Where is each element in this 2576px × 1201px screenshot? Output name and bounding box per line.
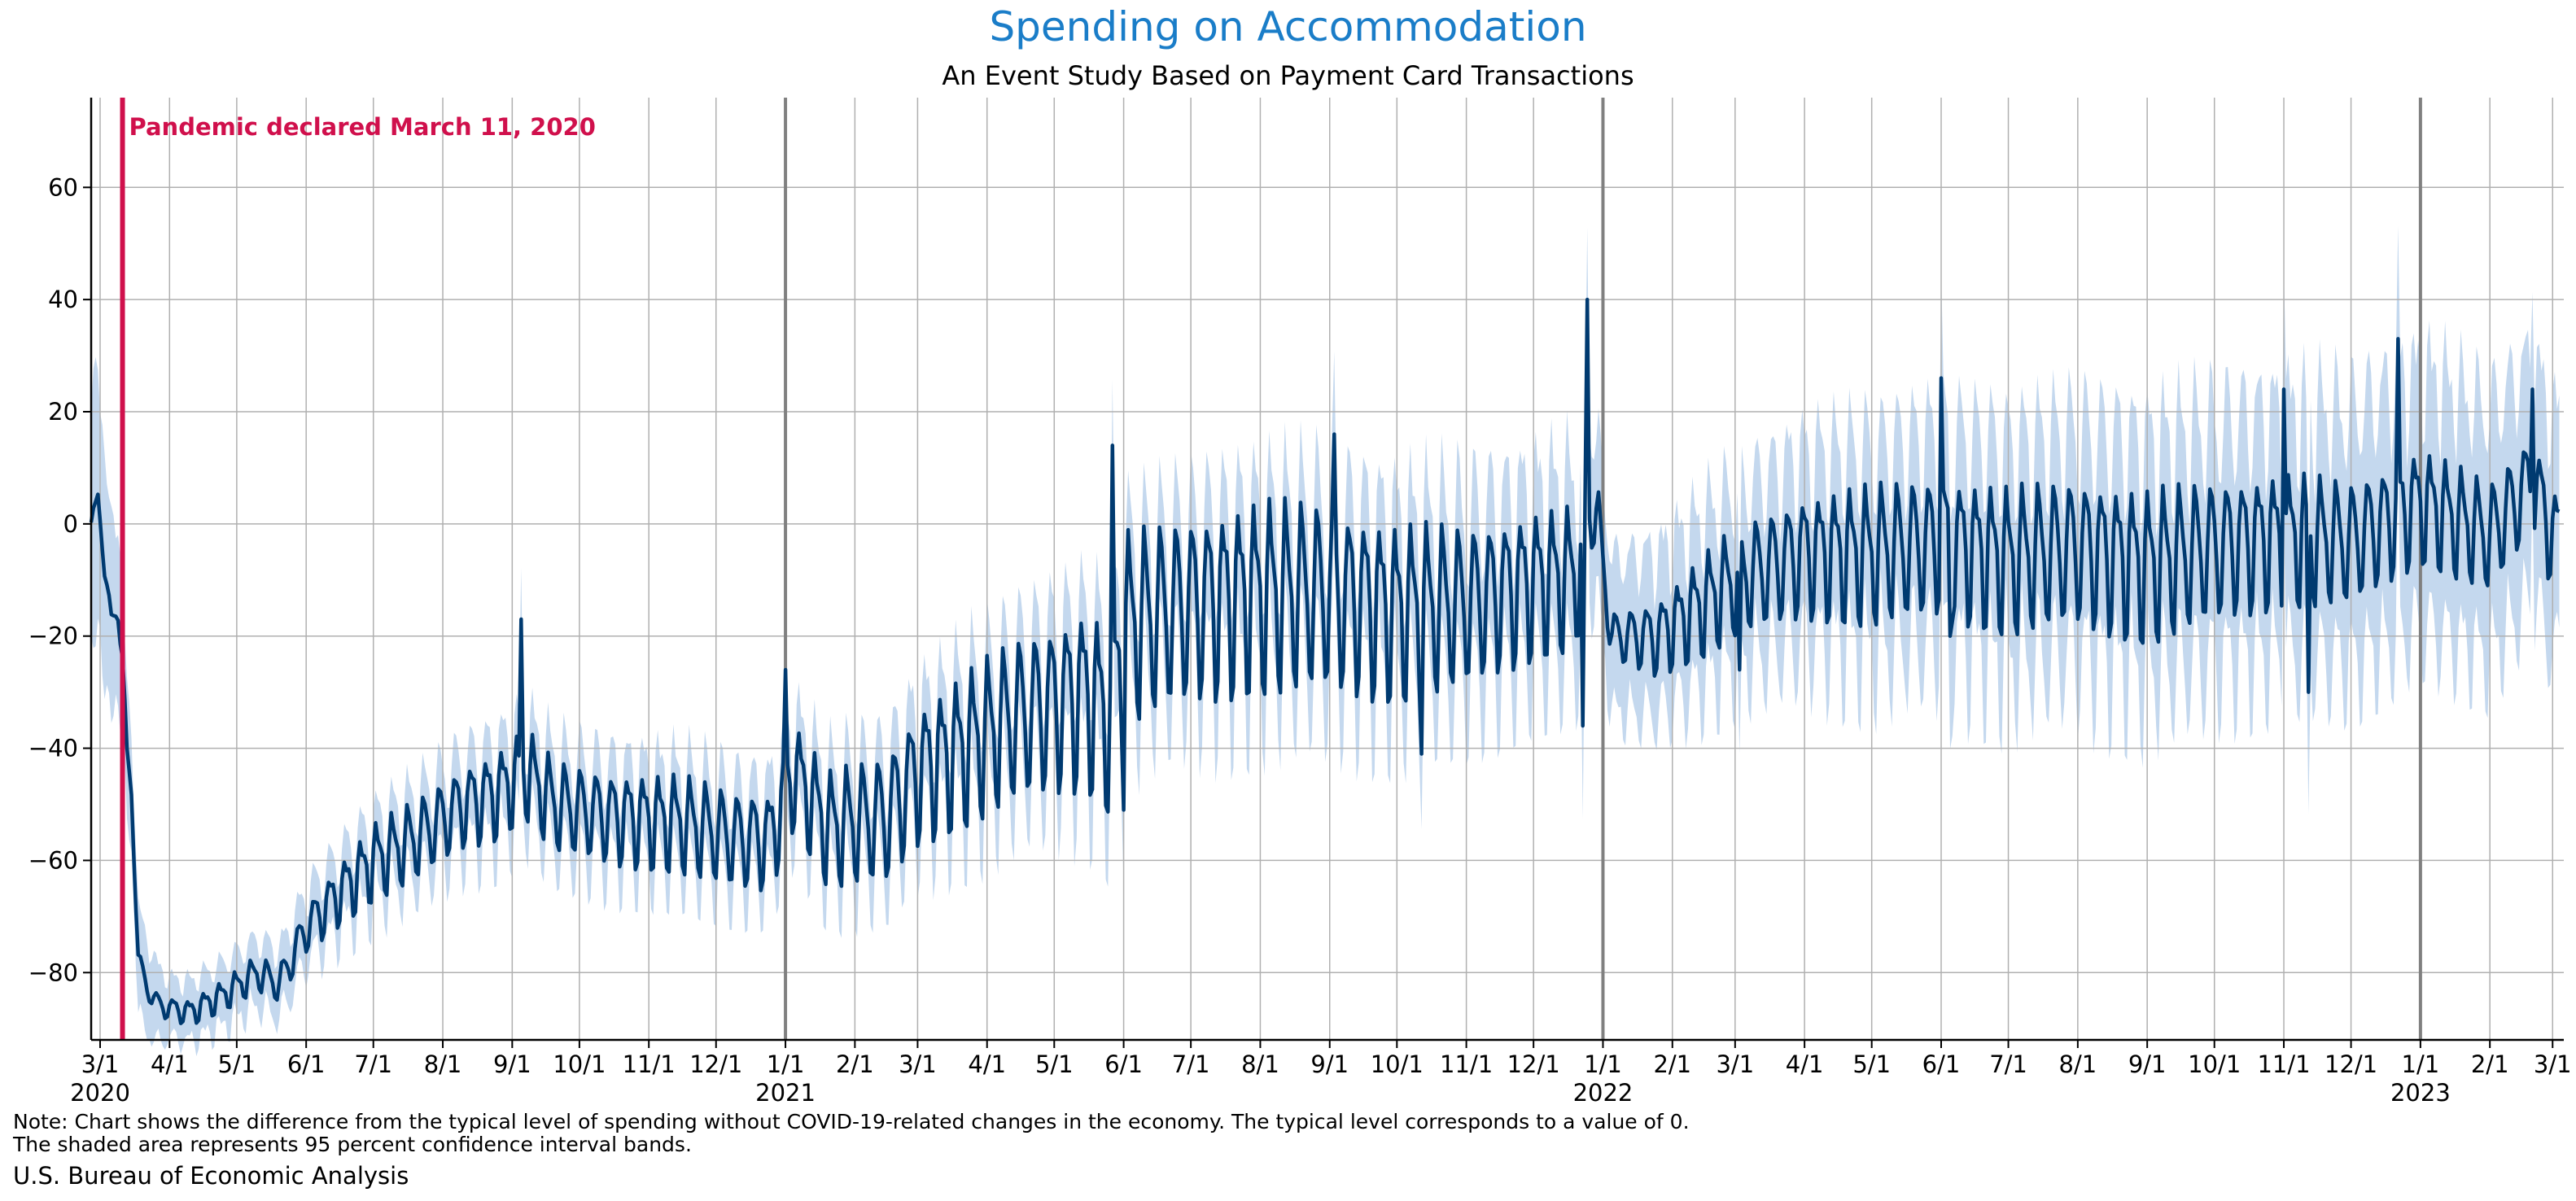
x-tick-label: 9/1: [1310, 1050, 1349, 1078]
x-year-label: 2021: [755, 1079, 816, 1107]
x-tick-label: 11/1: [1440, 1050, 1493, 1078]
y-tick-label: −60: [28, 846, 78, 874]
x-tick-label: 6/1: [1104, 1050, 1143, 1078]
x-tick-label: 10/1: [1371, 1050, 1424, 1078]
x-tick-label: 7/1: [1172, 1050, 1210, 1078]
x-tick-label: 9/1: [2128, 1050, 2167, 1078]
x-tick-label: 9/1: [493, 1050, 531, 1078]
x-tick-label: 7/1: [1989, 1050, 2027, 1078]
chart-subtitle: An Event Study Based on Payment Card Tra…: [942, 60, 1634, 91]
spending-line: [89, 297, 2561, 1025]
x-tick-label: 12/1: [2325, 1050, 2377, 1078]
x-tick-label: 8/1: [424, 1050, 462, 1078]
x-year-label: 2023: [2390, 1079, 2451, 1107]
x-tick-label: 6/1: [287, 1050, 326, 1078]
y-tick-label: −40: [28, 735, 78, 762]
x-year-label: 2022: [1573, 1079, 1634, 1107]
y-tick-label: 60: [48, 173, 78, 201]
x-tick-label: 2/1: [836, 1050, 874, 1078]
source-credit: U.S. Bureau of Economic Analysis: [13, 1162, 409, 1190]
chart-note-line-2: The shaded area represents 95 percent co…: [13, 1133, 692, 1156]
x-tick-label: 2/1: [2471, 1050, 2509, 1078]
x-tick-label: 8/1: [2059, 1050, 2097, 1078]
x-tick-label: 5/1: [1035, 1050, 1074, 1078]
x-tick-label: 7/1: [354, 1050, 392, 1078]
chart-title: Spending on Accommodation: [989, 3, 1587, 50]
x-tick-label: 2/1: [1653, 1050, 1691, 1078]
x-year-label: 2020: [70, 1079, 130, 1107]
x-tick-label: 1/1: [767, 1050, 805, 1078]
y-tick-label: 40: [48, 286, 78, 313]
x-tick-label: 10/1: [553, 1050, 606, 1078]
x-tick-label: 11/1: [2257, 1050, 2310, 1078]
x-tick-label: 1/1: [1584, 1050, 1622, 1078]
x-tick-label: 6/1: [1922, 1050, 1961, 1078]
pandemic-event-label: Pandemic declared March 11, 2020: [129, 113, 596, 141]
x-tick-label: 12/1: [689, 1050, 742, 1078]
x-tick-label: 3/1: [2534, 1050, 2572, 1078]
x-tick-label: 3/1: [899, 1050, 937, 1078]
x-tick-label: 4/1: [151, 1050, 189, 1078]
x-tick-label: 5/1: [1852, 1050, 1891, 1078]
x-tick-label: 3/1: [81, 1050, 120, 1078]
y-tick-label: 20: [48, 398, 78, 426]
x-tick-label: 4/1: [1786, 1050, 1824, 1078]
x-tick-label: 5/1: [218, 1050, 256, 1078]
x-tick-label: 12/1: [1507, 1050, 1560, 1078]
x-tick-label: 4/1: [968, 1050, 1006, 1078]
y-tick-label: −80: [28, 959, 78, 986]
x-tick-label: 11/1: [623, 1050, 676, 1078]
x-tick-label: 10/1: [2188, 1050, 2241, 1078]
x-tick-label: 8/1: [1241, 1050, 1279, 1078]
x-tick-label: 3/1: [1716, 1050, 1754, 1078]
chart-note-line-1: Note: Chart shows the difference from th…: [13, 1110, 1690, 1133]
y-tick-label: −20: [28, 622, 78, 650]
x-tick-label: 1/1: [2402, 1050, 2440, 1078]
y-tick-label: 0: [63, 510, 78, 538]
